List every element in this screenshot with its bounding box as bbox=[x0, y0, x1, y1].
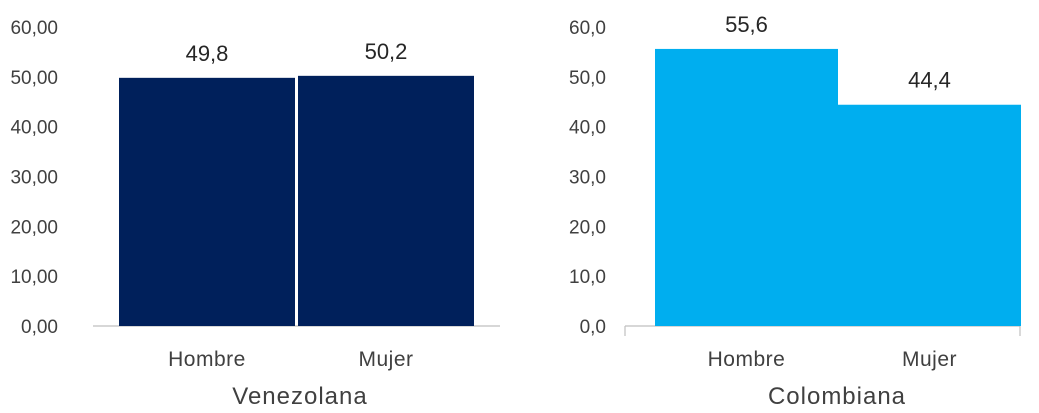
category-label: Hombre bbox=[168, 348, 246, 371]
category-label: Hombre bbox=[708, 348, 786, 371]
y-tick-label: 40,00 bbox=[10, 118, 58, 139]
bar-mujer bbox=[838, 104, 1021, 327]
category-label: Mujer bbox=[358, 348, 413, 371]
y-tick-label: 60,00 bbox=[10, 18, 58, 39]
y-tick-label: 10,0 bbox=[569, 267, 606, 288]
bar-hombre bbox=[119, 77, 295, 326]
y-tick-label: 30,0 bbox=[569, 168, 606, 189]
data-label: 55,6 bbox=[725, 12, 768, 37]
group-label: Colombiana bbox=[768, 383, 906, 410]
y-tick-label: 40,0 bbox=[569, 118, 606, 139]
bar-hombre bbox=[655, 48, 838, 326]
y-tick-label: 0,00 bbox=[21, 317, 58, 338]
y-tick-label: 0,0 bbox=[580, 317, 606, 338]
y-tick-label: 50,00 bbox=[10, 68, 58, 89]
y-tick-label: 20,00 bbox=[10, 217, 58, 238]
group-label: Venezolana bbox=[232, 383, 367, 410]
y-tick-label: 30,00 bbox=[10, 168, 58, 189]
y-tick-label: 10,00 bbox=[10, 267, 58, 288]
data-label: 50,2 bbox=[365, 39, 408, 64]
y-tick-label: 20,0 bbox=[569, 217, 606, 238]
y-tick-label: 60,0 bbox=[569, 18, 606, 39]
data-label: 49,8 bbox=[186, 41, 229, 66]
data-label: 44,4 bbox=[908, 68, 951, 93]
y-tick-label: 50,0 bbox=[569, 68, 606, 89]
category-label: Mujer bbox=[902, 348, 957, 371]
bar-mujer bbox=[298, 75, 474, 326]
